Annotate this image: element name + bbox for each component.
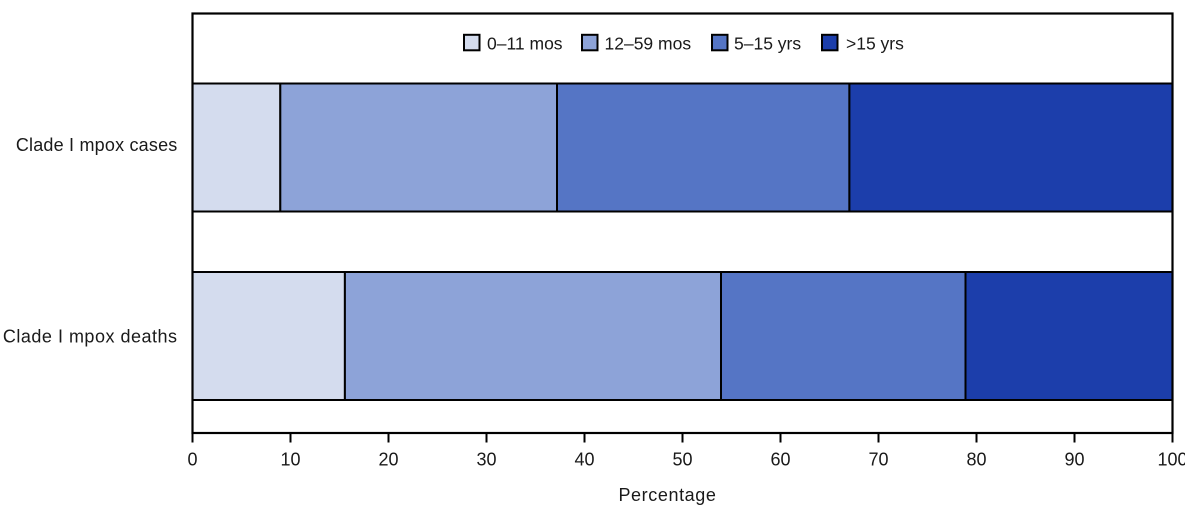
svg-text:40: 40 bbox=[574, 450, 594, 470]
svg-text:20: 20 bbox=[378, 450, 398, 470]
svg-text:10: 10 bbox=[280, 450, 300, 470]
svg-text:Clade I mpox cases: Clade I mpox cases bbox=[16, 135, 178, 155]
svg-text:90: 90 bbox=[1064, 450, 1084, 470]
svg-text:0–11 mos: 0–11 mos bbox=[487, 34, 563, 54]
svg-text:50: 50 bbox=[672, 450, 692, 470]
svg-text:12–59 mos: 12–59 mos bbox=[605, 34, 692, 54]
svg-text:100: 100 bbox=[1157, 450, 1185, 470]
svg-text:80: 80 bbox=[966, 450, 986, 470]
svg-text:Clade I mpox deaths: Clade I mpox deaths bbox=[3, 327, 178, 347]
svg-text:70: 70 bbox=[868, 450, 888, 470]
svg-text:60: 60 bbox=[770, 450, 790, 470]
svg-text:30: 30 bbox=[476, 450, 496, 470]
svg-text:Percentage: Percentage bbox=[618, 485, 716, 505]
svg-text:0: 0 bbox=[187, 450, 197, 470]
svg-text:>15 yrs: >15 yrs bbox=[846, 34, 904, 54]
svg-text:5–15 yrs: 5–15 yrs bbox=[734, 34, 801, 54]
